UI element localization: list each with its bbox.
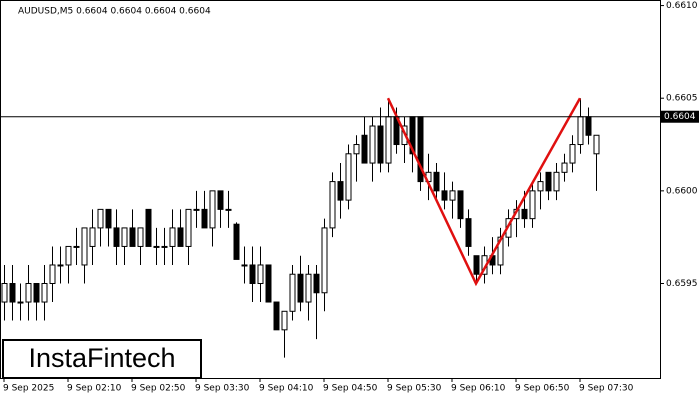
candle-body: [89, 227, 96, 247]
candle-body: [297, 273, 304, 303]
candle-body: [65, 245, 72, 266]
candle-body: [593, 134, 600, 155]
candle-body: [169, 227, 176, 247]
candle-body: [265, 264, 272, 303]
x-tick-label: 9 Sep 02:10: [67, 384, 122, 394]
candle-body: [281, 310, 288, 331]
logo: InstaFintech: [2, 339, 202, 379]
candle-body: [465, 218, 472, 247]
candle-body: [449, 190, 456, 201]
candle-body: [193, 208, 200, 211]
y-tick-label: 0.6610: [666, 1, 698, 11]
candle-body: [225, 208, 232, 211]
candle-body: [577, 116, 584, 146]
x-tick-label: 9 Sep 07:30: [579, 384, 634, 394]
candle-body: [249, 264, 256, 284]
y-tick-label: 0.6605: [666, 94, 698, 104]
x-tick-label: 9 Sep 02:50: [131, 384, 186, 394]
candle-body: [105, 208, 112, 229]
candle-body: [385, 116, 392, 164]
candle-body: [433, 171, 440, 192]
candle-body: [145, 208, 152, 247]
logo-box: [2, 339, 202, 379]
candle-body: [345, 153, 352, 201]
candle-body: [537, 181, 544, 192]
candle-body: [497, 236, 504, 266]
current-price-label: 0.6604: [664, 112, 696, 122]
pattern-line: [386, 97, 582, 287]
candle-body: [321, 227, 328, 294]
candle-body: [241, 264, 248, 267]
candle-body: [97, 208, 104, 229]
candle-body: [153, 245, 160, 248]
candle-body: [553, 171, 560, 192]
candle-body: [1, 283, 8, 303]
y-tick-label: 0.6595: [666, 279, 698, 289]
candle-body: [337, 181, 344, 201]
candle-body: [209, 190, 216, 229]
x-tick-label: 9 Sep 04:50: [323, 384, 378, 394]
candle-body: [273, 301, 280, 331]
candle-body: [17, 301, 24, 304]
candle-body: [121, 227, 128, 247]
candle-body: [33, 283, 40, 303]
candle-body: [41, 283, 48, 303]
current-price-box: [661, 110, 699, 123]
candle-body: [377, 125, 384, 164]
y-tick-label: 0.6600: [666, 186, 698, 196]
candle-body: [113, 227, 120, 247]
candle-body: [161, 245, 168, 248]
candle-body: [441, 190, 448, 201]
candle-body: [529, 190, 536, 220]
candle-body: [457, 190, 464, 220]
candle-body: [137, 227, 144, 247]
candle-body: [201, 208, 208, 229]
candle-body: [329, 181, 336, 229]
candle-body: [9, 283, 16, 303]
candle-body: [545, 171, 552, 192]
logo-text: InstaFintech: [28, 343, 175, 373]
candle-body: [521, 208, 528, 220]
candle-body: [313, 273, 320, 294]
x-tick-label: 9 Sep 04:10: [259, 384, 314, 394]
candle-body: [129, 227, 136, 247]
candle-body: [369, 125, 376, 164]
x-tick-label: 9 Sep 2025: [3, 384, 54, 394]
candle-body: [217, 190, 224, 210]
candle-body: [305, 273, 312, 303]
chart-header: AUDUSD,M5 0.6604 0.6604 0.6604 0.6604: [18, 7, 211, 17]
candle-body: [289, 273, 296, 312]
candle-body: [177, 227, 184, 247]
candle-body: [361, 134, 368, 164]
candle-body: [353, 144, 360, 155]
x-tick-label: 9 Sep 06:50: [515, 384, 570, 394]
x-tick-label: 9 Sep 06:10: [451, 384, 506, 394]
candle-body: [185, 208, 192, 247]
candle-body: [49, 264, 56, 284]
candle-body: [57, 264, 64, 267]
candle-body: [25, 283, 32, 303]
candle-body: [561, 162, 568, 173]
candle-body: [73, 245, 80, 248]
candle-body: [257, 264, 264, 284]
candle-body: [473, 255, 480, 275]
x-tick-label: 9 Sep 03:30: [195, 384, 250, 394]
x-tick-label: 9 Sep 05:30: [387, 384, 442, 394]
candle-body: [569, 144, 576, 164]
candle-body: [233, 223, 240, 260]
candle-body: [81, 227, 88, 266]
candle-body: [585, 116, 592, 136]
